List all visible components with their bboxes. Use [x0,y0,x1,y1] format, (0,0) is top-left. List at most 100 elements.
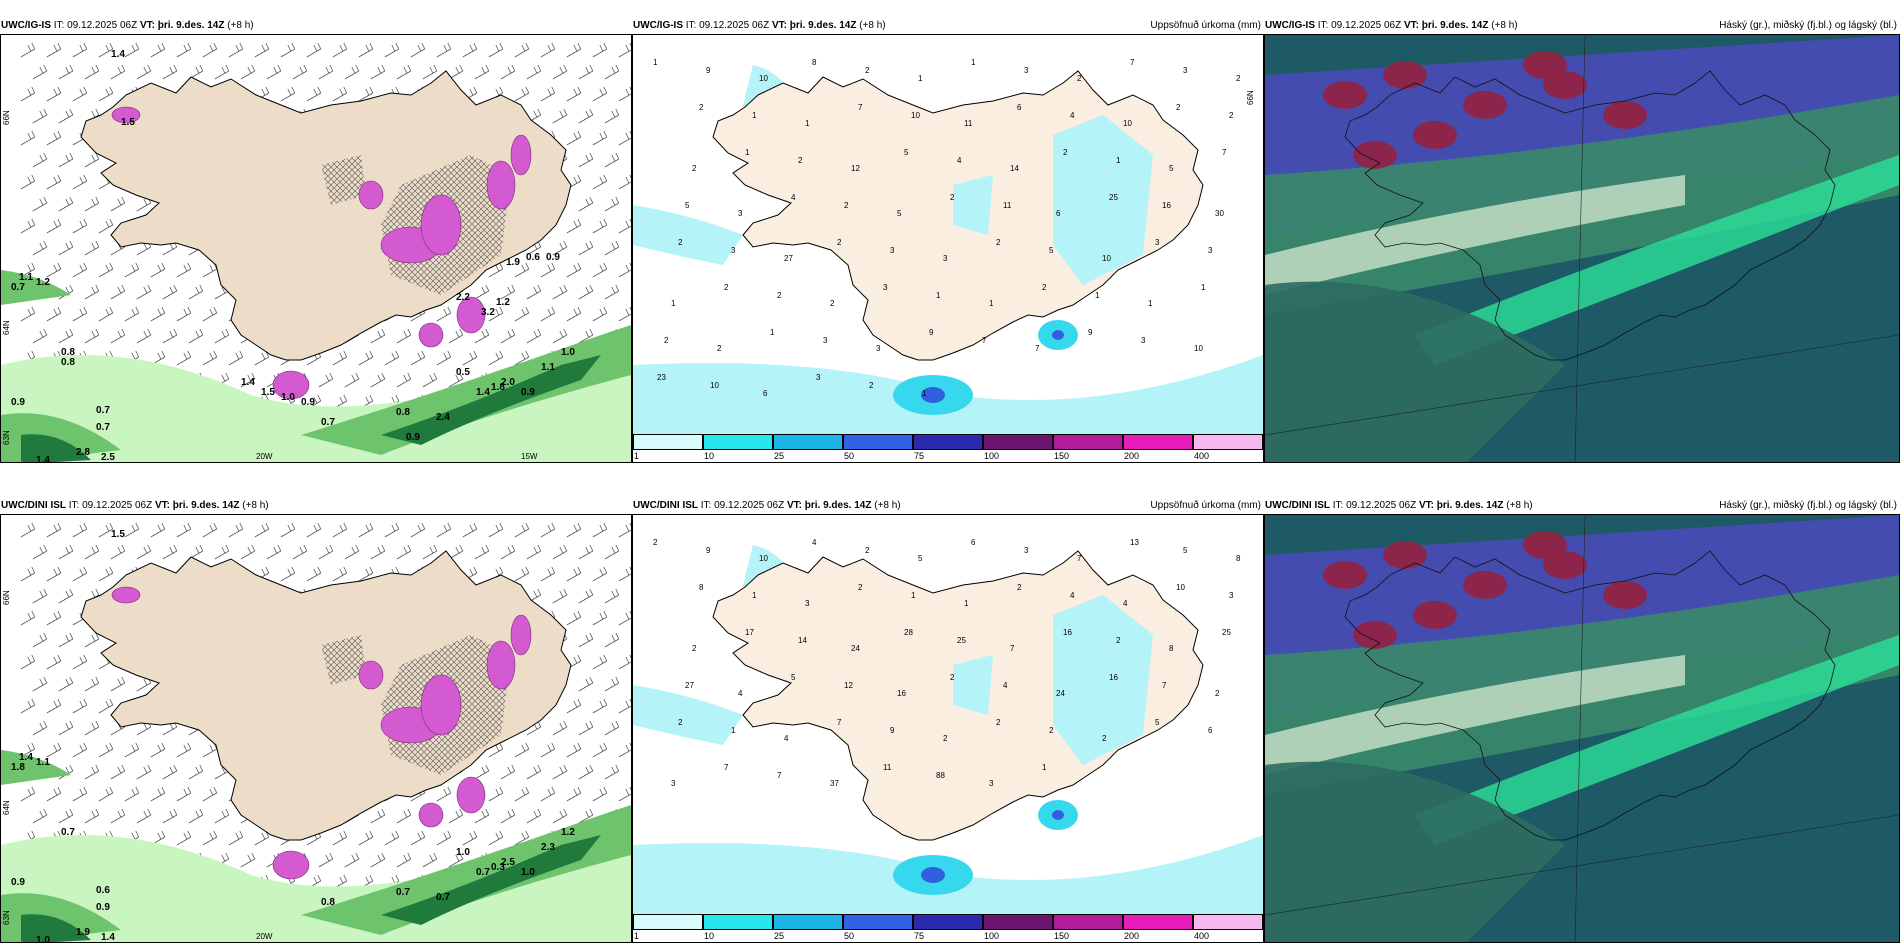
init-time: 09.12.2025 06Z [699,20,770,31]
precip-value: 1.1 [36,757,50,768]
colorbar-tick: 25 [774,451,785,461]
sea-precip-bands [1,270,631,462]
accum-value: 9 [1088,328,1093,337]
precip-value: 1.4 [101,932,115,943]
accum-value: 2 [1229,111,1234,120]
accum-map: 66N1910821132732211710116410222121254142… [633,35,1263,435]
accum-value: 7 [1130,58,1135,67]
valid-time: þri. 9.des. 14Z [172,500,240,511]
precip-value: 0.7 [96,405,110,416]
precip-value: 0.9 [96,902,110,913]
accum-value: 3 [1141,336,1146,345]
accum-value: 5 [918,554,923,563]
precip-value: 1.4 [36,455,50,463]
accum-value: 2 [1042,283,1047,292]
it-label: IT: [1317,20,1329,31]
field-title: Háský (gr.), miðský (fj.bl.) og lágský (… [1719,20,1897,31]
accum-value: 3 [1024,66,1029,75]
precip-value: 1.9 [506,257,520,268]
accum-value: 1 [911,591,916,600]
init-time: 09.12.2025 06Z [67,20,138,31]
model-name: UWC/IG-IS [1265,20,1315,31]
accum-value: 3 [823,336,828,345]
accum-value: 7 [858,103,863,112]
colorbar-swatch [1123,434,1193,450]
accum-value: 2 [1176,103,1181,112]
accum-value: 2 [996,718,1001,727]
precip-value: 1.1 [541,362,555,373]
accum-value: 1 [1042,763,1047,772]
valid-time: þri. 9.des. 14Z [804,500,872,511]
accum-value: 3 [738,209,743,218]
precip-value: 0.3 [491,862,505,873]
init-time: 09.12.2025 06Z [714,500,785,511]
accum-value: 16 [1109,673,1118,682]
vt-label: VT: [139,20,155,31]
accum-value: 1 [745,148,750,157]
accum-value: 6 [1056,209,1061,218]
precip-value: 2.3 [541,842,555,853]
accum-value: 7 [777,771,782,780]
accum-value: 10 [1194,344,1203,353]
accum-value: 2 [1116,636,1121,645]
accum-value: 4 [1123,599,1128,608]
colorbar-tick: 100 [984,931,1000,941]
accum-value: 3 [1229,591,1234,600]
precip-value: 1.8 [491,382,505,393]
precip-value: 1.4 [19,752,33,763]
panel-dini-accum: UWC/DINI ISL IT: 09.12.2025 06Z VT: þri.… [632,498,1264,943]
accum-value-labels: 2910425637135881321124410321714242825716… [653,538,1241,788]
colorbar-tick: 100 [984,451,1000,461]
accum-value: 2 [830,299,835,308]
accum-value: 8 [1169,644,1174,653]
accum-value: 5 [904,148,909,157]
accum-value: 2 [678,718,683,727]
accum-value: 2 [692,164,697,173]
accum-value: 1 [752,591,757,600]
colorbar-swatch [633,914,703,930]
colorbar-swatch [1123,914,1193,930]
model-name: UWC/IG-IS [1,20,51,31]
colorbar-swatch [983,914,1053,930]
precip-value: 0.7 [436,892,450,903]
accum-value: 3 [671,779,676,788]
colorbar-swatch [1193,434,1263,450]
accum-value: 10 [759,74,768,83]
accum-value: 25 [1109,193,1118,202]
accum-value: 5 [1049,246,1054,255]
accum-value: 8 [1236,554,1241,563]
colorbar-swatch [1053,914,1123,930]
colorbar-swatch [1193,914,1263,930]
accum-value: 23 [657,373,666,382]
colorbar-tick: 1 [634,451,640,461]
accum-value: 2 [869,381,874,390]
accum-value: 37 [830,779,839,788]
accum-value: 5 [1155,718,1160,727]
accum-value: 2 [1063,148,1068,157]
accum-value: 3 [731,246,736,255]
precip-value: 0.7 [11,282,25,293]
accum-value: 1 [971,58,976,67]
accum-map: 2910425637135881321124410321714242825716… [633,515,1263,915]
precip-value: 3.2 [481,307,495,318]
precip-value: 1.5 [261,387,275,398]
colorbar-tick: 75 [914,931,925,941]
accum-value: 2 [724,283,729,292]
accum-value: 24 [851,644,860,653]
accum-value: 2 [865,546,870,555]
colorbar-tick: 200 [1124,451,1140,461]
valid-time: þri. 9.des. 14Z [789,20,857,31]
accum-value: 4 [1070,111,1075,120]
precip-value: 1.0 [281,392,295,403]
precip-value: 2.5 [501,857,515,868]
accum-value: 30 [1215,209,1224,218]
accum-value: 8 [699,583,704,592]
precip-value: 1.4 [476,387,490,398]
precip-value: 1.5 [121,117,135,128]
precip-value: 0.8 [396,407,410,418]
colorbar-tick: 50 [844,931,855,941]
lead-time: (+8 h) [1506,500,1533,511]
accum-value: 3 [1024,546,1029,555]
accum-value: 24 [1056,689,1065,698]
